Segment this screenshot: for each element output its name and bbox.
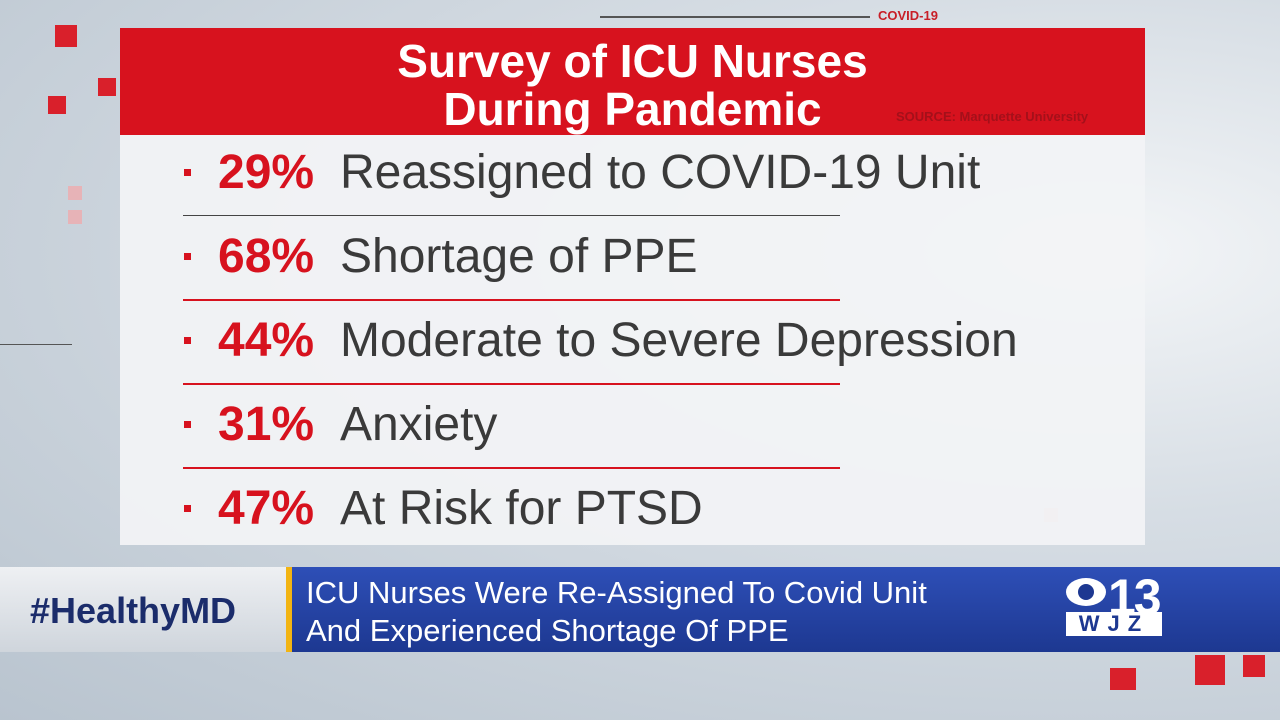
source-note: SOURCE: Marquette University [896,109,1089,124]
decor-line [0,344,72,345]
bullet [184,421,191,428]
decor-square [1195,655,1225,685]
decor-square [68,210,82,224]
decor-line [600,16,870,18]
item-label: Reassigned to COVID-19 Unit [340,146,981,199]
headline-line: ICU Nurses Were Re-Assigned To Covid Uni… [306,575,927,610]
title-line: During Pandemic [443,83,822,135]
separator [183,215,840,216]
headline-band [292,567,1280,652]
decor-square [1243,655,1265,677]
item-label: Anxiety [340,398,498,451]
bullet [184,337,191,344]
item-label: At Risk for PTSD [340,482,703,535]
bullet [184,169,191,176]
decor-square [1110,668,1136,690]
decor-square [48,96,66,114]
separator [183,383,840,385]
logo-call-sign: WJZ [1078,611,1150,636]
item-percent: 31% [218,398,315,451]
item-percent: 47% [218,482,315,535]
decor-square [55,25,77,47]
headline-line: And Experienced Shortage Of PPE [306,613,789,648]
panel-header [120,28,1145,135]
item-percent: 44% [218,314,315,367]
item-percent: 29% [218,146,315,199]
item-label: Shortage of PPE [340,230,698,283]
item-percent: 68% [218,230,315,283]
logo-pupil [1078,584,1094,600]
separator [183,467,840,469]
decor-square [98,78,116,96]
title-line: Survey of ICU Nurses [397,35,868,87]
hashtag-box [0,567,286,652]
separator [183,299,840,301]
topic-tag: COVID-19 [878,8,938,23]
logo-box [1066,612,1162,636]
hashtag: #HealthyMD [30,590,237,631]
bullet [184,253,191,260]
bullet [184,505,191,512]
divider [286,567,292,652]
item-label: Moderate to Severe Depression [340,314,1018,367]
decor-square [68,186,82,200]
